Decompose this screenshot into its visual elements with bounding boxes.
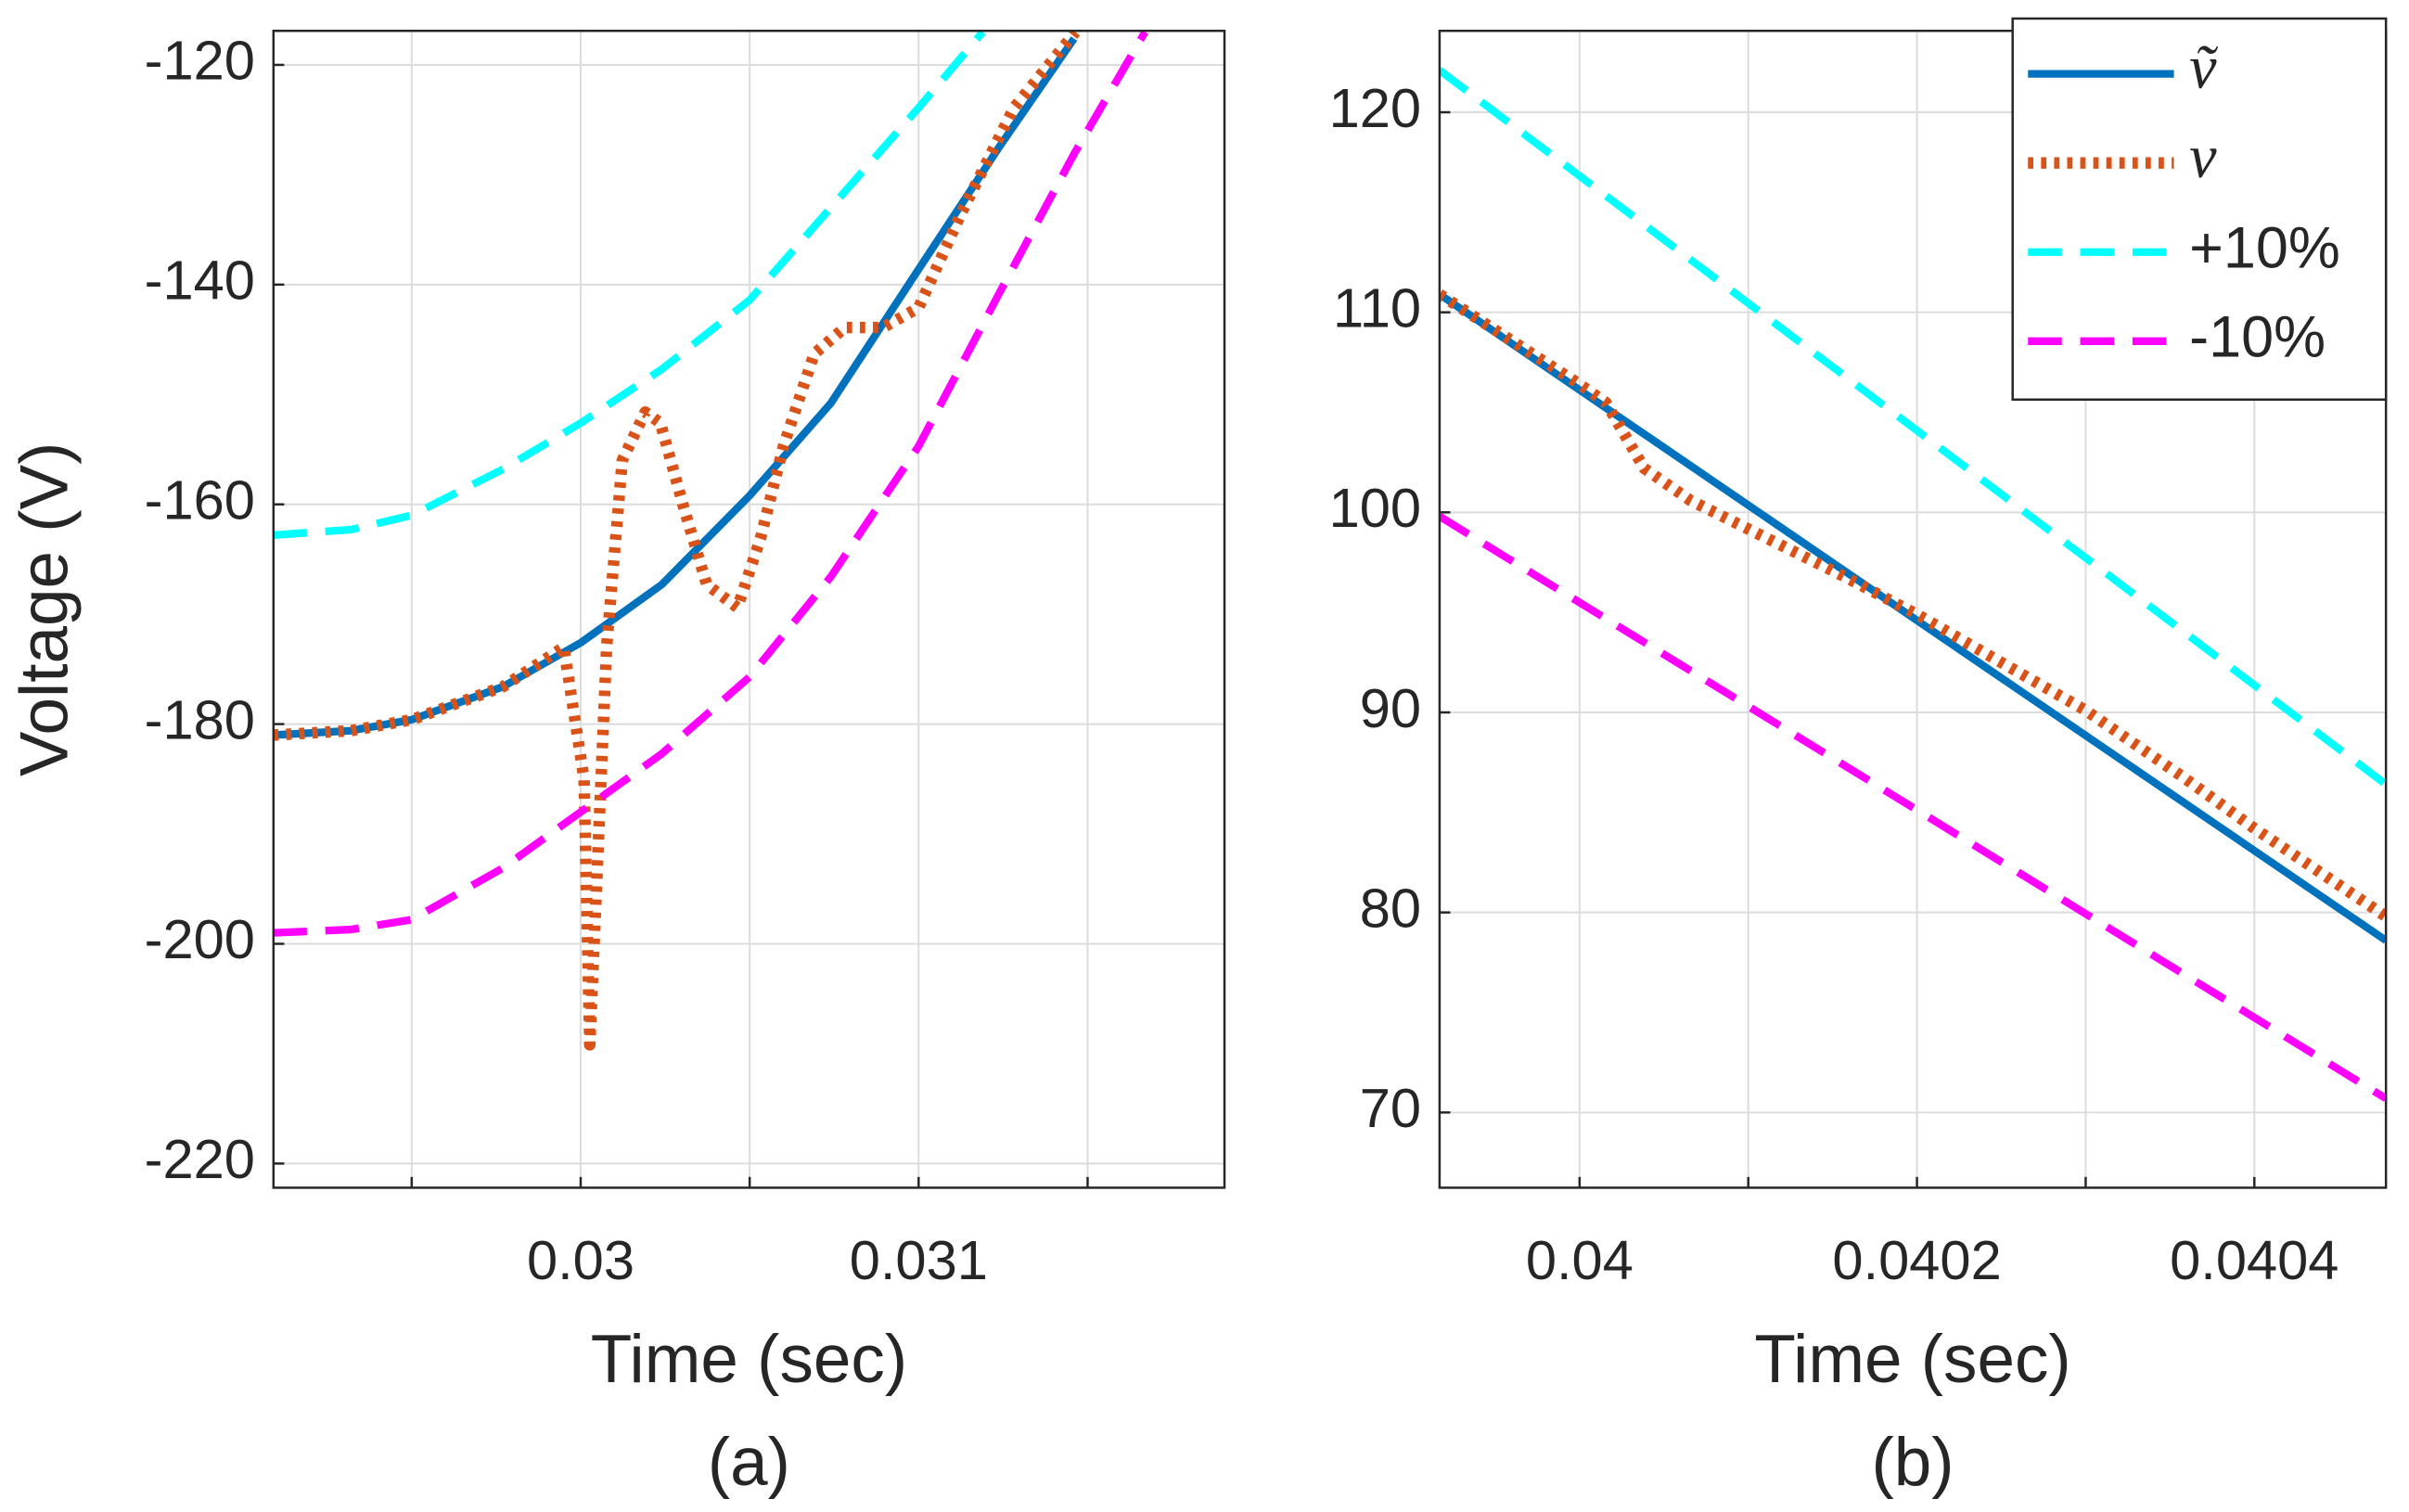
legend-box	[2011, 17, 2388, 401]
series-group	[1439, 67, 2387, 1102]
series-line	[1439, 289, 2387, 922]
series-line	[1439, 290, 2387, 944]
series-line	[273, 31, 1081, 1051]
y-tick-label: 110	[1333, 276, 1421, 339]
x-axis-label: Time (sec)	[1754, 1322, 2070, 1397]
y-tick-label: -120	[145, 30, 255, 92]
x-tick-label: 0.031	[850, 1229, 988, 1291]
y-axis-label: Voltage (V)	[6, 442, 82, 776]
x-tick-label: 0.03	[527, 1229, 634, 1291]
caption: (b)	[1872, 1425, 1954, 1500]
axes-box	[1438, 30, 2388, 1189]
axes: 70 80 90 100 110 120 0.04 0.0402 0.0404 Time (sec…	[1329, 17, 2388, 1500]
y-tick-label: 70	[1360, 1077, 1421, 1139]
x-tick-label: 0.04	[1526, 1229, 1634, 1291]
axes: -220 -200 -180 -160 -140 -120 0.03 0.031 Time (s…	[6, 30, 1226, 1500]
legend-label: -10%	[2189, 304, 2326, 369]
y-tick-label: 90	[1360, 677, 1421, 739]
series-line	[273, 31, 1148, 937]
series-line	[1439, 67, 2387, 788]
y-tick-label: -160	[145, 468, 255, 531]
series-group	[273, 31, 1148, 1051]
y-tick-label: -220	[145, 1128, 255, 1190]
legend-label: +10%	[2189, 215, 2340, 280]
series-line	[1439, 513, 2387, 1102]
y-tick-label: -200	[145, 908, 255, 970]
legend: ṽv +10% -10%	[2011, 17, 2388, 401]
x-axis-label: Time (sec)	[591, 1322, 907, 1397]
y-tick-label: 80	[1360, 877, 1421, 939]
y-tick-label: -180	[145, 688, 255, 750]
x-tick-label: 0.0402	[1832, 1229, 2001, 1291]
series-line	[273, 31, 986, 540]
axes-box	[272, 30, 1226, 1189]
y-tick-label: -140	[145, 250, 255, 312]
y-tick-label: 100	[1329, 477, 1421, 539]
legend-label: ṽ	[2189, 34, 2219, 102]
y-tick-label: 120	[1329, 77, 1421, 139]
legend-label: v	[2189, 123, 2217, 191]
x-tick-label: 0.0404	[2170, 1229, 2339, 1291]
caption: (a)	[708, 1425, 790, 1500]
